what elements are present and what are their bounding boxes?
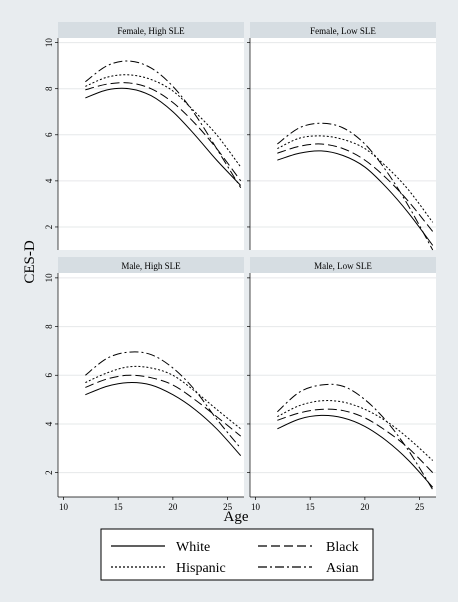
series-line-hispanic [277, 400, 434, 461]
y-tick-label: 8 [44, 86, 54, 91]
x-tick-label: 10 [59, 502, 69, 512]
panel-female-high-sle: Female, High SLE 2 4 6 8 10 [44, 22, 244, 250]
series-line-white [277, 414, 434, 488]
series-line-black [277, 408, 434, 474]
panel-title: Male, Low SLE [314, 261, 372, 271]
series-line-hispanic [85, 365, 242, 430]
series-line-asian [85, 60, 242, 189]
legend-label-hispanic: Hispanic [176, 561, 226, 576]
series-line-white [277, 150, 434, 246]
series-line-hispanic [85, 74, 242, 168]
legend-label-asian: Asian [326, 561, 359, 576]
series-line-asian [277, 383, 434, 490]
series-line-black [85, 82, 242, 182]
legend-item-asian: Asian [258, 561, 359, 576]
panel-title: Male, High SLE [121, 261, 181, 271]
panel-male-high-sle: Male, High SLE 2 4 6 8 10 10 15 20 25 [44, 257, 244, 512]
series-line-asian [277, 122, 434, 251]
panel-female-low-sle: Female, Low SLE [247, 22, 436, 251]
legend-item-black: Black [258, 540, 359, 555]
plot-area [58, 38, 244, 250]
panel-header [58, 257, 244, 273]
legend-item-white: White [111, 540, 210, 555]
panels: Female, High SLE 2 4 6 8 10 Female, Low SLE Mal… [44, 22, 436, 512]
y-tick-label: 10 [44, 273, 54, 283]
legend-label-black: Black [326, 540, 359, 555]
legend-item-hispanic: Hispanic [111, 561, 226, 576]
plot-area [250, 38, 436, 250]
legend-box [100, 528, 374, 581]
series-line-black [277, 143, 434, 232]
x-tick-label: 20 [360, 502, 370, 512]
panel-title: Female, High SLE [117, 26, 185, 36]
y-tick-label: 8 [44, 324, 54, 329]
x-tick-label: 25 [415, 502, 425, 512]
y-axis-title: CES-D [22, 240, 38, 284]
series-line-white [85, 382, 242, 456]
y-tick-label: 2 [44, 225, 54, 230]
y-tick-label: 6 [44, 132, 54, 137]
x-tick-label: 15 [306, 502, 316, 512]
plot-area [250, 273, 436, 497]
y-tick-label: 10 [44, 38, 54, 48]
x-axis-title: Age [224, 509, 249, 525]
x-tick-label: 20 [168, 502, 178, 512]
series-line-white [85, 87, 242, 186]
series-line-hispanic [277, 135, 434, 223]
panel-header [250, 22, 436, 38]
x-tick-label: 10 [251, 502, 261, 512]
y-tick-label: 2 [44, 470, 54, 475]
y-tick-label: 4 [44, 178, 54, 183]
panel-header [58, 22, 244, 38]
y-tick-label: 6 [44, 373, 54, 378]
legend-label-white: White [176, 540, 210, 555]
x-tick-label: 15 [114, 502, 124, 512]
series-line-black [85, 374, 242, 437]
x-tick-label: 25 [223, 502, 233, 512]
y-tick-label: 4 [44, 421, 54, 426]
series-line-asian [85, 351, 242, 449]
panel-male-low-sle: Male, Low SLE 10 15 20 25 [247, 257, 436, 512]
legend: White Black Hispanic Asian [100, 528, 374, 581]
panel-header [250, 257, 436, 273]
panel-title: Female, Low SLE [310, 26, 376, 36]
